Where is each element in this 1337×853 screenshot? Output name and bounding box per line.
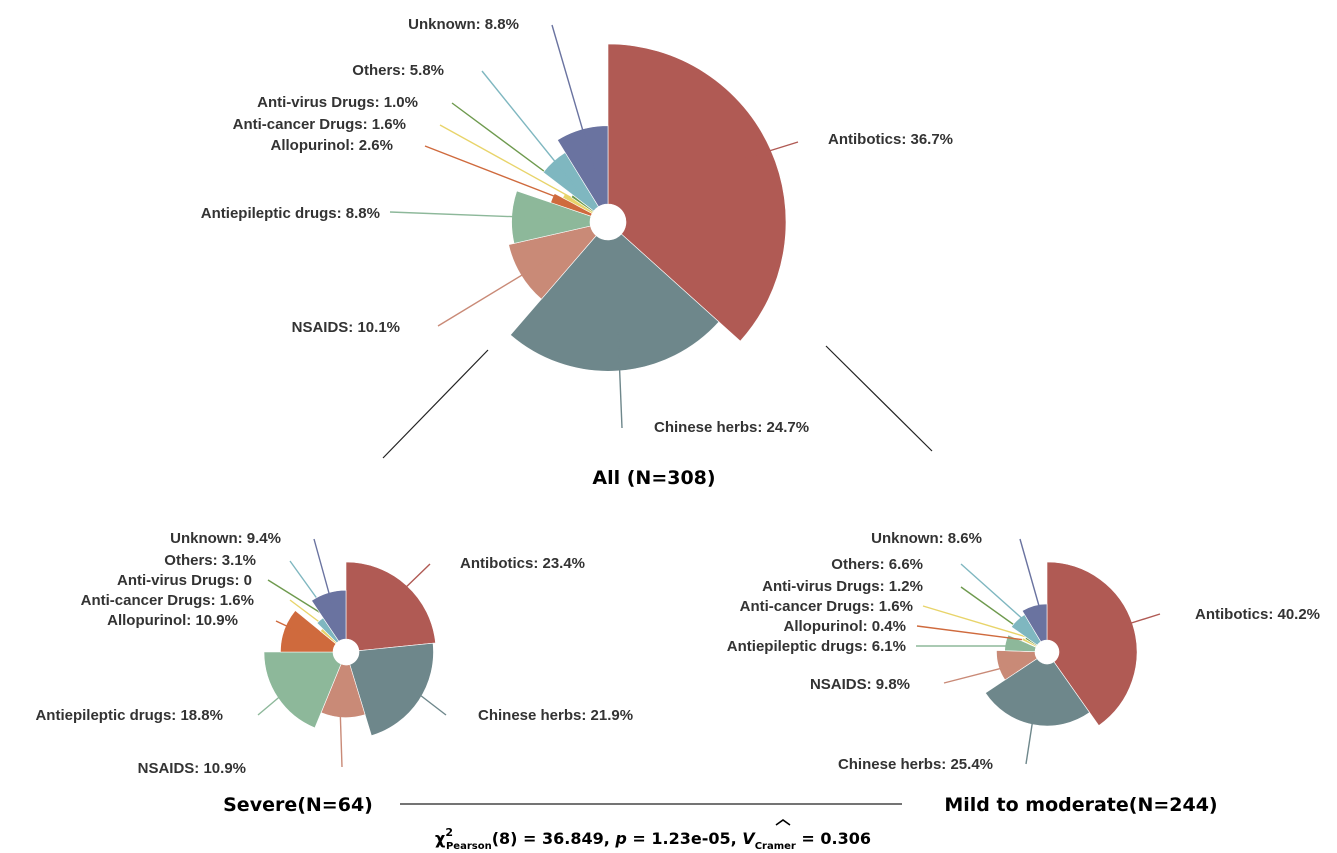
data-label-anti-cancer-drugs: Anti-cancer Drugs: 1.6% — [81, 592, 254, 609]
v-symbol: V — [742, 829, 756, 848]
data-label-antibotics: Antibotics: 40.2% — [1195, 606, 1320, 623]
data-label-allopurinol: Allopurinol: 10.9% — [107, 612, 238, 629]
rose-chart-mild-to-moderate: Antibotics: 40.2% Chinese herbs: 25.4% NSA… — [727, 530, 1320, 773]
slice-unknown — [557, 125, 609, 208]
data-label-antiepileptic-drugs: Antiepileptic drugs: 6.1% — [727, 638, 906, 655]
v-subscript: Cramer — [755, 841, 796, 852]
chart-title-mild-to-moderate: Mild to moderate(N=244) — [944, 794, 1217, 816]
leader-line-unknown — [1019, 538, 1044, 621]
leader-line-chinese-herbs — [419, 694, 447, 716]
data-label-anti-cancer-drugs: Anti-cancer Drugs: 1.6% — [740, 598, 913, 615]
leader-line-chinese-herbs — [1025, 711, 1035, 765]
leader-line-antibotics — [1124, 613, 1161, 626]
data-label-antiepileptic-drugs: Antiepileptic drugs: 8.8% — [201, 205, 380, 222]
leader-line-anti-cancer-drugs — [922, 605, 1031, 639]
df-value: (8) = 36.849, — [492, 829, 616, 848]
data-label-others: Others: 6.6% — [831, 556, 923, 573]
leader-line-nsaids — [437, 251, 561, 327]
data-label-antibotics: Antibotics: 36.7% — [828, 131, 953, 148]
leader-line-antibotics — [739, 141, 799, 161]
leader-line-unknown — [313, 538, 333, 605]
chi-superscript: 2 — [445, 826, 453, 839]
data-label-anti-virus-drugs: Anti-virus Drugs: 0 — [117, 572, 252, 589]
slice-nsaids — [996, 650, 1038, 681]
data-label-allopurinol: Allopurinol: 2.6% — [270, 137, 393, 154]
data-label-antiepileptic-drugs: Antiepileptic drugs: 18.8% — [35, 707, 223, 724]
rose-chart-all: Antibotics: 36.7% Chinese herbs: 24.7% NSA… — [201, 16, 953, 436]
leader-line-allopurinol — [916, 625, 1026, 641]
data-label-chinese-herbs: Chinese herbs: 25.4% — [838, 756, 993, 773]
slice-antibotics — [345, 561, 436, 652]
rose-chart-severe: Antibotics: 23.4% Chinese herbs: 21.9% NSA… — [35, 530, 633, 777]
data-label-anti-virus-drugs: Anti-virus Drugs: 1.2% — [762, 578, 923, 595]
data-label-unknown: Unknown: 8.8% — [408, 16, 519, 33]
data-label-others: Others: 3.1% — [164, 552, 256, 569]
data-label-nsaids: NSAIDS: 10.1% — [292, 319, 400, 336]
data-label-anti-virus-drugs: Anti-virus Drugs: 1.0% — [257, 94, 418, 111]
slice-chinese-herbs — [984, 658, 1091, 727]
data-label-nsaids: NSAIDS: 9.8% — [810, 676, 910, 693]
v-value: = 0.306 — [796, 829, 871, 848]
slice-chinese-herbs — [349, 642, 434, 737]
chi-symbol: χ — [435, 829, 445, 848]
v-hat-mark — [775, 819, 791, 826]
data-label-anti-cancer-drugs: Anti-cancer Drugs: 1.6% — [233, 116, 406, 133]
data-label-chinese-herbs: Chinese herbs: 24.7% — [654, 419, 809, 436]
data-label-nsaids: NSAIDS: 10.9% — [138, 760, 246, 777]
slice-allopurinol — [280, 610, 337, 653]
p-value: = 1.23e-05, — [627, 829, 742, 848]
leader-line-antiepileptic-drugs — [389, 211, 549, 219]
leader-line-nsaids — [339, 704, 343, 768]
leader-line-antiepileptic-drugs — [257, 687, 291, 716]
data-label-others: Others: 5.8% — [352, 62, 444, 79]
chi-subscript: Pearson — [446, 841, 492, 852]
data-label-chinese-herbs: Chinese herbs: 21.9% — [478, 707, 633, 724]
slice-unknown — [311, 589, 347, 642]
slice-antiepileptic-drugs — [263, 651, 342, 729]
leader-line-others — [960, 563, 1036, 631]
statistics-text: χ2 Pearson(8) = 36.849, p = 1.23e-05, VCr… — [435, 826, 871, 852]
chart-title-severe: Severe(N=64) — [223, 794, 373, 816]
data-label-unknown: Unknown: 8.6% — [871, 530, 982, 547]
p-symbol: p — [614, 829, 626, 848]
slice-nsaids — [508, 225, 597, 300]
connector-line-right — [825, 345, 933, 452]
chart-title-all: All (N=308) — [592, 467, 715, 489]
leader-line-antibotics — [399, 563, 431, 594]
data-label-allopurinol: Allopurinol: 0.4% — [783, 618, 906, 635]
leader-line-others — [481, 70, 579, 191]
leader-line-chinese-herbs — [617, 329, 623, 429]
leader-line-anti-cancer-drugs — [439, 124, 591, 209]
slice-antibotics — [1046, 561, 1138, 727]
leader-line-unknown — [551, 24, 596, 173]
data-label-antibotics: Antibotics: 23.4% — [460, 555, 585, 572]
data-label-unknown: Unknown: 9.4% — [170, 530, 281, 547]
slice-antiepileptic-drugs — [511, 190, 592, 244]
connector-line-left — [382, 349, 489, 459]
slice-chinese-herbs — [510, 233, 720, 372]
leader-line-allopurinol — [275, 620, 313, 639]
leader-line-allopurinol — [424, 145, 591, 211]
slice-antibotics — [607, 43, 787, 342]
leader-line-nsaids — [943, 663, 1019, 684]
